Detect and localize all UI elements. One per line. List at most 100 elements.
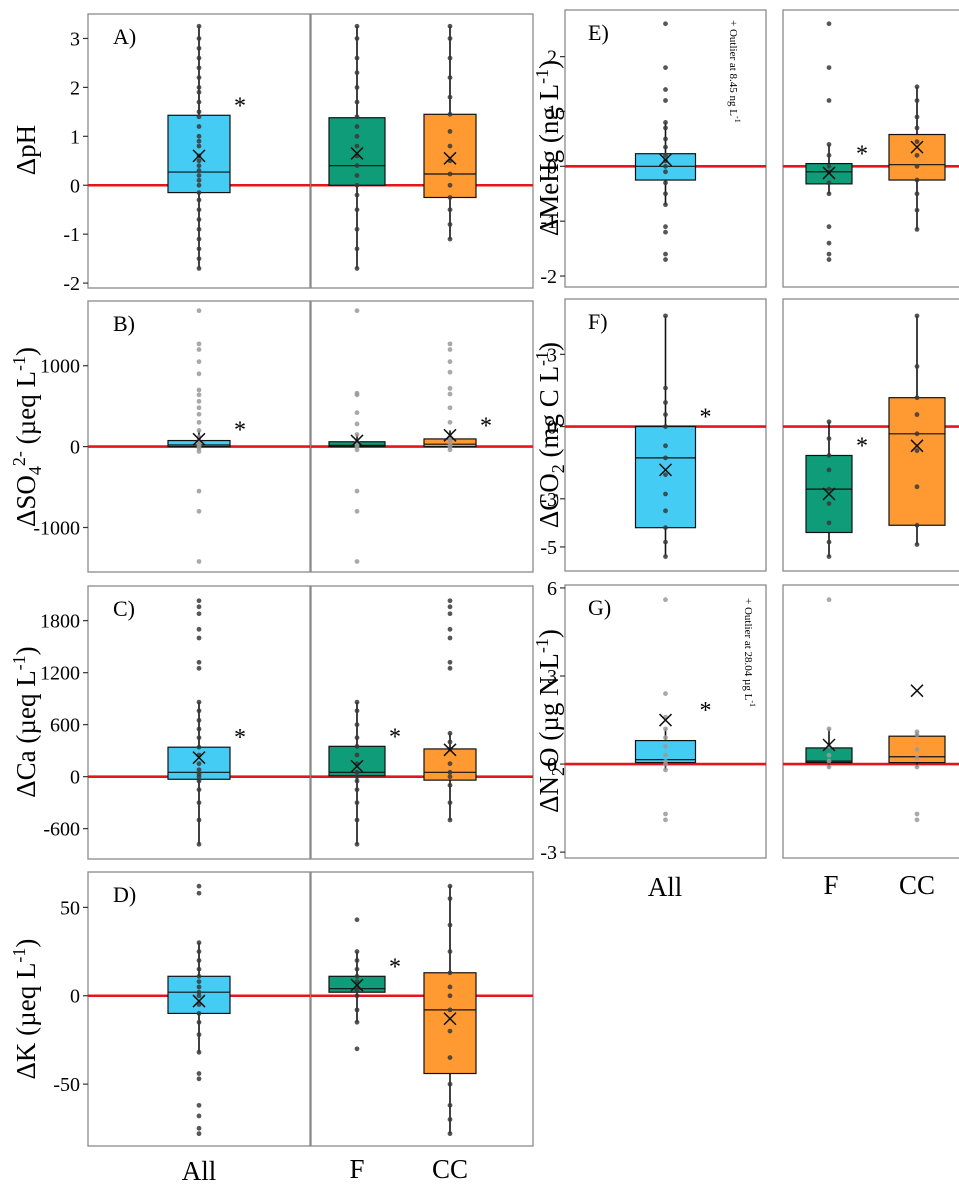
data-point-F [354, 787, 360, 793]
data-point-All [196, 266, 202, 271]
y-axis-label: ΔN2O (µg N L-1) [532, 629, 568, 813]
data-point-All [196, 1032, 202, 1038]
data-point-CC [447, 984, 453, 990]
data-point-All [663, 767, 668, 773]
y-tick-label: 3 [547, 666, 557, 688]
data-point-F [354, 55, 360, 61]
data-point-CC [447, 800, 453, 806]
data-point-All [663, 98, 668, 103]
data-point-CC [914, 817, 920, 823]
data-point-CC [447, 369, 453, 375]
data-point-F [826, 65, 832, 70]
y-axis-label: ΔCa (µeq L-1) [9, 646, 41, 797]
mean-marker-F [822, 166, 836, 180]
category-label-all: All [182, 1156, 217, 1186]
y-axis-label: ΔK (µeq L-1) [9, 939, 41, 1080]
significance-star-All: * [700, 698, 712, 724]
data-point-CC [447, 171, 453, 177]
panel-frame-all [564, 9, 767, 288]
data-point-All [196, 699, 202, 705]
data-point-All [196, 392, 202, 398]
panel-label: E) [588, 20, 609, 45]
data-point-All [196, 256, 202, 262]
data-point-All [663, 817, 668, 823]
data-point-CC [914, 125, 920, 131]
data-point-All [196, 787, 202, 793]
data-point-F [354, 182, 360, 188]
significance-star-F: * [856, 142, 868, 168]
data-point-All [663, 735, 668, 741]
y-axis-label: ΔSO42- (µeq L-1) [9, 347, 45, 527]
data-point-All [196, 841, 202, 847]
y-axis-label: ΔpH [11, 125, 41, 175]
data-point-F [354, 508, 360, 514]
data-point-All [196, 359, 202, 365]
data-point-All [196, 1125, 202, 1131]
data-point-All [196, 428, 202, 433]
y-tick-label: -1000 [33, 518, 80, 540]
y-tick-label: 50 [60, 897, 80, 919]
data-point-CC [447, 883, 453, 889]
y-axis-label-part: -1 [532, 351, 552, 366]
data-point-All [196, 883, 202, 889]
category-label-cc: CC [899, 870, 935, 900]
data-point-F [826, 453, 832, 458]
panel-label: F) [588, 309, 608, 334]
y-tick-label: 1 [547, 101, 557, 123]
data-point-All [663, 120, 668, 125]
y-axis-label: ΔMeHg (ng L-1) [532, 60, 564, 236]
outlier-note: + Outlier at 8.45 ng L-1 [727, 20, 742, 123]
data-point-All [663, 313, 668, 319]
data-point-CC [447, 359, 453, 365]
y-axis-label-part: ) [534, 629, 564, 638]
data-point-F [826, 436, 832, 442]
data-point-F [826, 163, 832, 169]
mean-marker-All [192, 751, 206, 765]
data-point-All [196, 347, 202, 352]
data-point-All [196, 973, 202, 979]
data-point-All [663, 224, 668, 230]
data-point-All [663, 152, 668, 158]
data-point-All [663, 424, 668, 429]
data-point-All [663, 758, 668, 764]
data-point-All [663, 251, 668, 257]
significance-star-F: * [856, 433, 868, 459]
data-point-All [196, 308, 202, 314]
data-point-CC [914, 764, 920, 770]
mean-marker-CC [910, 439, 924, 453]
data-point-All [663, 191, 668, 197]
data-point-All [663, 125, 668, 131]
data-point-All [196, 138, 202, 144]
y-axis-label-part: ΔMeHg (ng L [534, 84, 564, 236]
data-point-All [196, 989, 202, 995]
data-point-CC [447, 236, 453, 242]
data-point-F [826, 224, 832, 230]
y-tick-label: 6 [547, 578, 557, 600]
mean-marker-F [822, 738, 836, 752]
data-point-All [196, 197, 202, 203]
data-point-F [354, 957, 360, 963]
data-point-CC [447, 774, 453, 780]
y-tick-label: 2 [547, 47, 557, 69]
data-point-F [354, 143, 360, 149]
data-point-All [663, 554, 668, 559]
y-axis-label-part: (mg C L [534, 366, 564, 464]
y-axis-label-part: -1 [532, 69, 552, 84]
data-point-All [196, 984, 202, 990]
mean-marker-All [192, 994, 206, 1008]
data-point-F [354, 559, 360, 564]
data-point-F [354, 84, 360, 90]
data-point-CC [914, 363, 920, 369]
panel-frame-split [310, 871, 534, 1147]
data-point-All [196, 23, 202, 29]
data-point-All [196, 800, 202, 806]
data-point-All [196, 341, 202, 347]
data-point-F [354, 949, 360, 954]
data-point-All [663, 539, 668, 545]
data-point-F [354, 817, 360, 823]
data-point-CC [447, 23, 453, 29]
data-point-F [826, 597, 832, 603]
data-point-CC [914, 114, 920, 120]
data-point-F [826, 486, 832, 492]
y-tick-label: -2 [63, 273, 80, 295]
